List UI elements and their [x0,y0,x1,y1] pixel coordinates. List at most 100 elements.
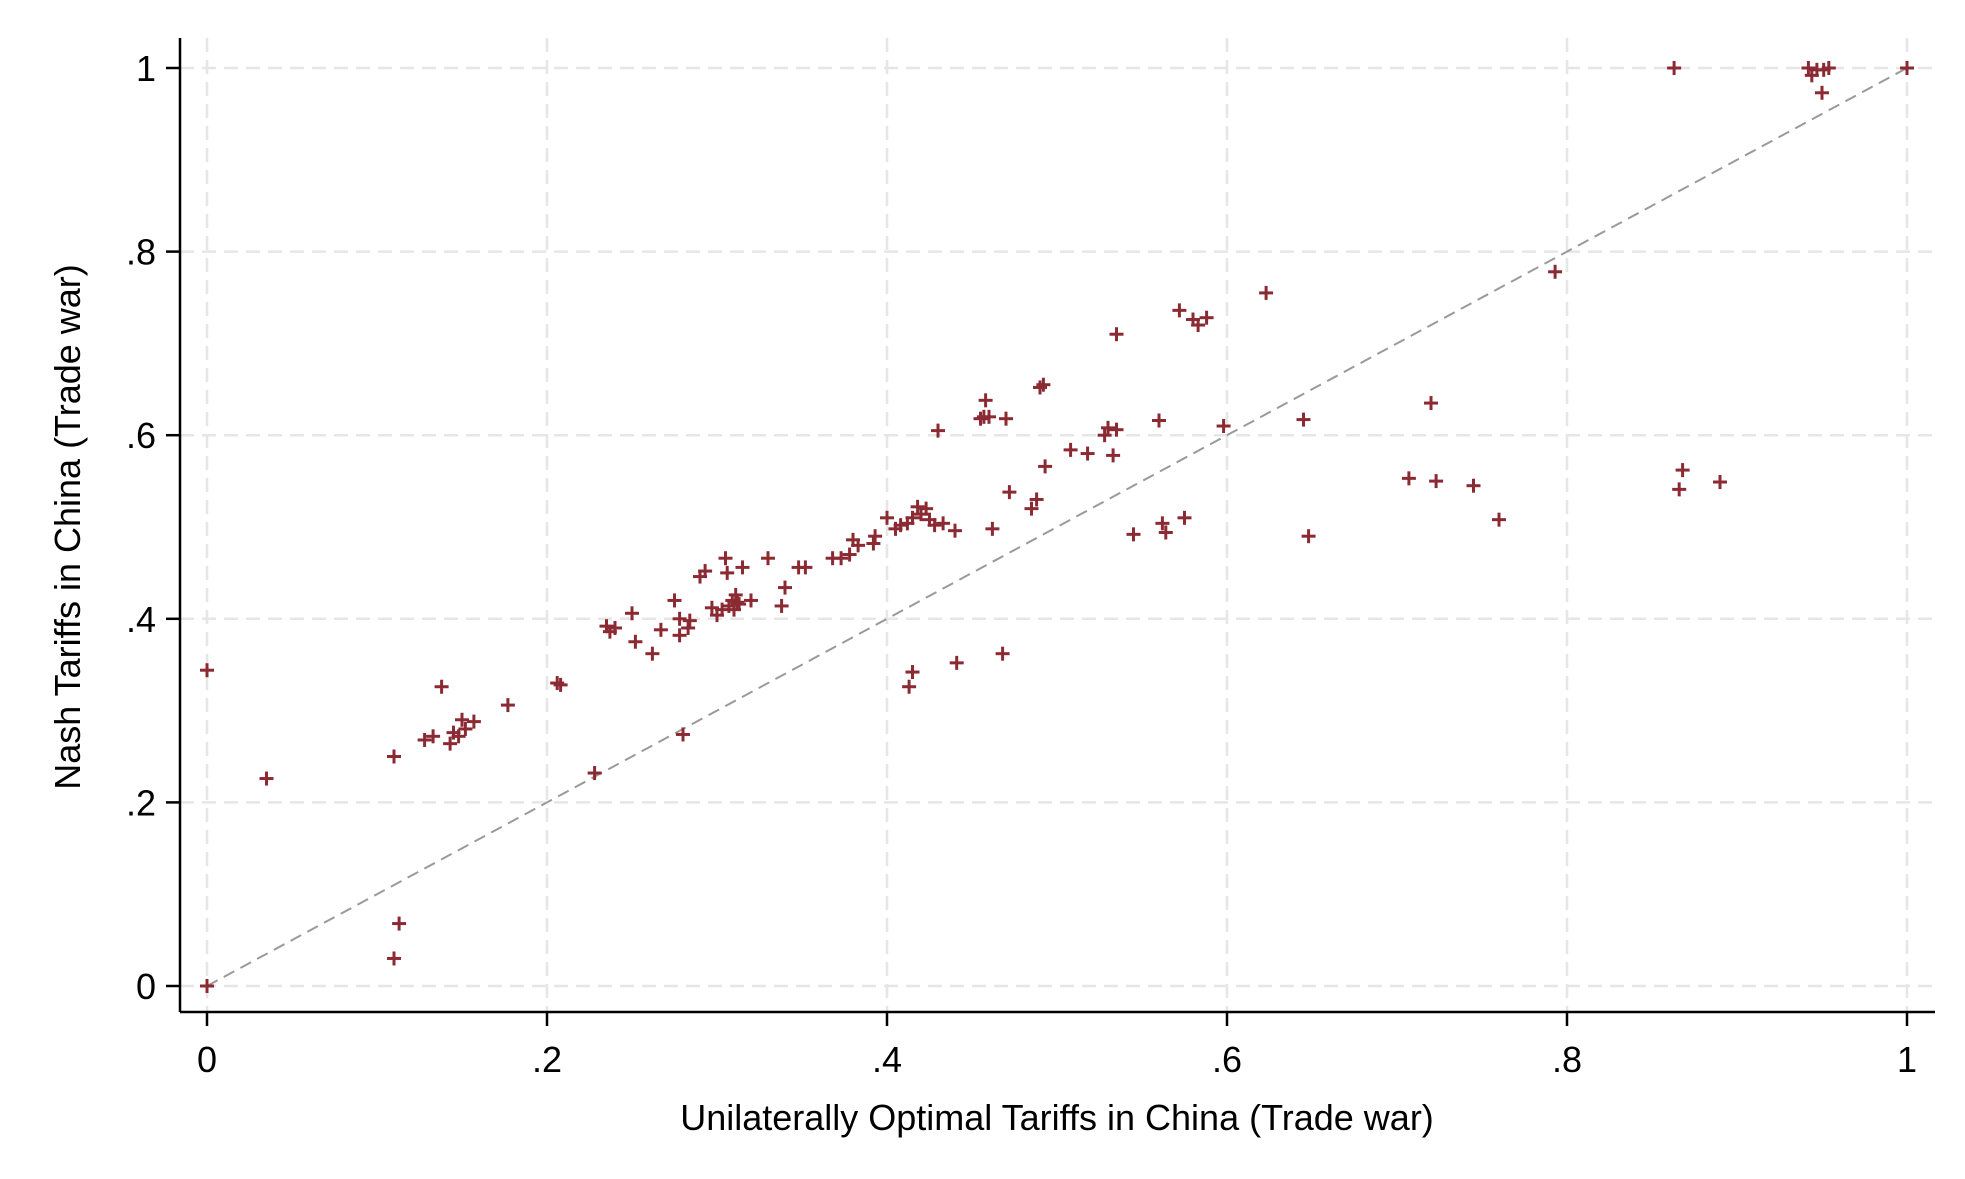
data-point-57 [866,536,881,551]
data-point-56 [851,538,866,553]
data-point-93 [1109,422,1124,437]
data-points [200,61,1914,993]
data-point-34 [704,600,719,615]
grid-lines [180,38,1935,1012]
data-point-103 [1199,310,1214,325]
data-point-84 [1029,492,1044,507]
data-point-48 [774,598,789,613]
x-tick-label-2: .4 [872,1039,902,1080]
data-point-107 [1301,529,1316,544]
x-tick-label-3: .6 [1212,1039,1242,1080]
data-point-24 [645,646,660,661]
data-point-1 [200,663,214,678]
data-point-15 [500,698,515,713]
data-point-29 [676,727,690,742]
y-tick-label-0: 0 [136,966,156,1007]
data-point-5 [392,916,407,931]
data-point-25 [653,622,668,637]
data-point-49 [778,580,792,595]
data-point-26 [667,593,682,608]
data-point-113 [1548,264,1563,279]
data-point-2 [259,771,274,786]
data-point-112 [1492,512,1506,527]
data-point-89 [1080,446,1095,461]
data-point-105 [1259,285,1274,300]
data-point-86 [1036,377,1051,392]
data-point-106 [1296,412,1311,427]
data-point-108 [1401,471,1416,486]
x-tick-label-4: .8 [1552,1039,1582,1080]
data-point-96 [1152,413,1166,428]
data-point-27 [672,611,687,626]
data-point-78 [982,409,996,424]
data-point-77 [978,393,993,408]
data-point-63 [902,679,917,694]
x-tick-label-5: 1 [1897,1039,1917,1080]
data-point-61 [893,518,908,533]
data-point-7 [426,729,441,744]
data-point-82 [1002,485,1017,500]
data-point-110 [1429,474,1444,489]
data-point-91 [1101,420,1115,435]
data-point-58 [868,529,883,544]
data-point-33 [698,564,713,579]
data-point-73 [948,523,962,538]
data-point-88 [1063,442,1078,457]
data-point-22 [625,606,639,621]
x-axis-title: Unilaterally Optimal Tariffs in China (T… [680,1097,1434,1138]
data-point-23 [628,634,643,649]
data-point-46 [744,593,758,608]
data-point-30 [681,620,696,635]
data-point-118 [1801,61,1816,75]
data-point-68 [919,501,934,516]
data-point-117 [1713,475,1727,490]
data-point-74 [949,655,964,670]
data-point-87 [1038,459,1053,474]
data-point-13 [458,721,473,736]
data-point-12 [455,712,469,727]
data-point-83 [1024,501,1039,516]
data-point-79 [985,521,1000,536]
data-point-90 [1097,428,1112,443]
data-point-123 [1821,61,1836,75]
data-point-9 [443,736,458,751]
data-point-45 [735,560,750,575]
data-point-66 [910,499,925,514]
data-point-111 [1466,478,1481,493]
data-point-21 [608,620,622,635]
data-point-100 [1177,510,1192,525]
data-point-115 [1672,482,1687,497]
data-point-81 [999,411,1013,426]
data-point-14 [466,714,481,729]
data-point-0 [200,979,214,993]
data-point-121 [1815,85,1829,100]
data-point-94 [1109,327,1124,342]
data-point-70 [927,518,942,533]
y-tick-label-3: .6 [126,415,156,456]
data-point-64 [905,665,920,680]
y-tick-label-4: .8 [126,232,156,273]
data-point-16 [550,676,565,691]
y-tick-label-1: .2 [126,782,156,823]
data-point-38 [720,565,735,580]
y-axis-title: Nash Tariffs in China (Trade war) [47,264,88,790]
data-point-102 [1191,318,1206,333]
x-tick-label-0: 0 [197,1039,217,1080]
y-tick-label-2: .4 [126,599,156,640]
data-point-8 [434,679,449,694]
data-point-53 [834,551,849,566]
data-point-72 [936,516,951,531]
data-point-17 [553,677,568,692]
data-point-59 [880,510,894,525]
data-point-92 [1106,448,1121,463]
data-point-42 [728,587,743,602]
data-point-6 [417,732,432,747]
data-point-31 [682,613,697,628]
data-point-124 [1900,61,1914,75]
data-point-47 [761,551,775,566]
data-point-4 [387,749,401,764]
data-point-28 [672,628,687,643]
data-point-43 [730,595,745,610]
data-point-109 [1424,396,1438,411]
data-point-54 [842,547,857,562]
